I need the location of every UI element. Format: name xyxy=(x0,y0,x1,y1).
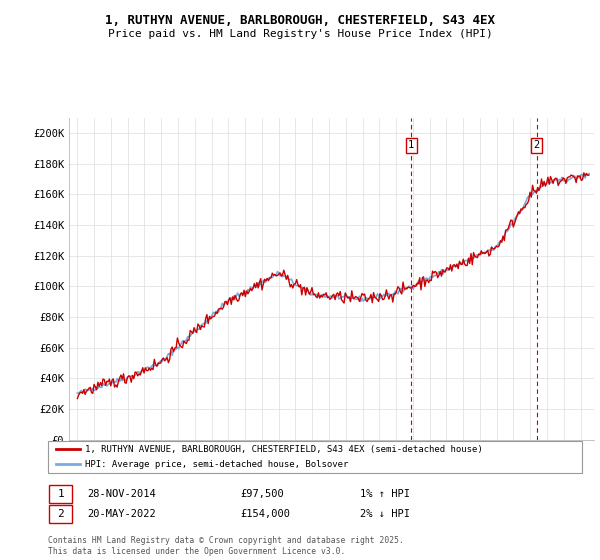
Text: 2: 2 xyxy=(57,509,64,519)
Text: 2: 2 xyxy=(533,140,540,150)
Text: 1, RUTHYN AVENUE, BARLBOROUGH, CHESTERFIELD, S43 4EX: 1, RUTHYN AVENUE, BARLBOROUGH, CHESTERFI… xyxy=(105,14,495,27)
Text: HPI: Average price, semi-detached house, Bolsover: HPI: Average price, semi-detached house,… xyxy=(85,460,349,469)
Text: 1% ↑ HPI: 1% ↑ HPI xyxy=(360,489,410,499)
Text: 20-MAY-2022: 20-MAY-2022 xyxy=(87,509,156,519)
Text: 28-NOV-2014: 28-NOV-2014 xyxy=(87,489,156,499)
Text: Price paid vs. HM Land Registry's House Price Index (HPI): Price paid vs. HM Land Registry's House … xyxy=(107,29,493,39)
FancyBboxPatch shape xyxy=(49,505,72,523)
Text: 1: 1 xyxy=(408,140,415,150)
Text: 1: 1 xyxy=(57,489,64,499)
FancyBboxPatch shape xyxy=(48,441,582,473)
Text: £154,000: £154,000 xyxy=(240,509,290,519)
Text: 1, RUTHYN AVENUE, BARLBOROUGH, CHESTERFIELD, S43 4EX (semi-detached house): 1, RUTHYN AVENUE, BARLBOROUGH, CHESTERFI… xyxy=(85,445,483,454)
FancyBboxPatch shape xyxy=(49,485,72,503)
Text: 2% ↓ HPI: 2% ↓ HPI xyxy=(360,509,410,519)
Text: Contains HM Land Registry data © Crown copyright and database right 2025.
This d: Contains HM Land Registry data © Crown c… xyxy=(48,536,404,556)
Text: £97,500: £97,500 xyxy=(240,489,284,499)
